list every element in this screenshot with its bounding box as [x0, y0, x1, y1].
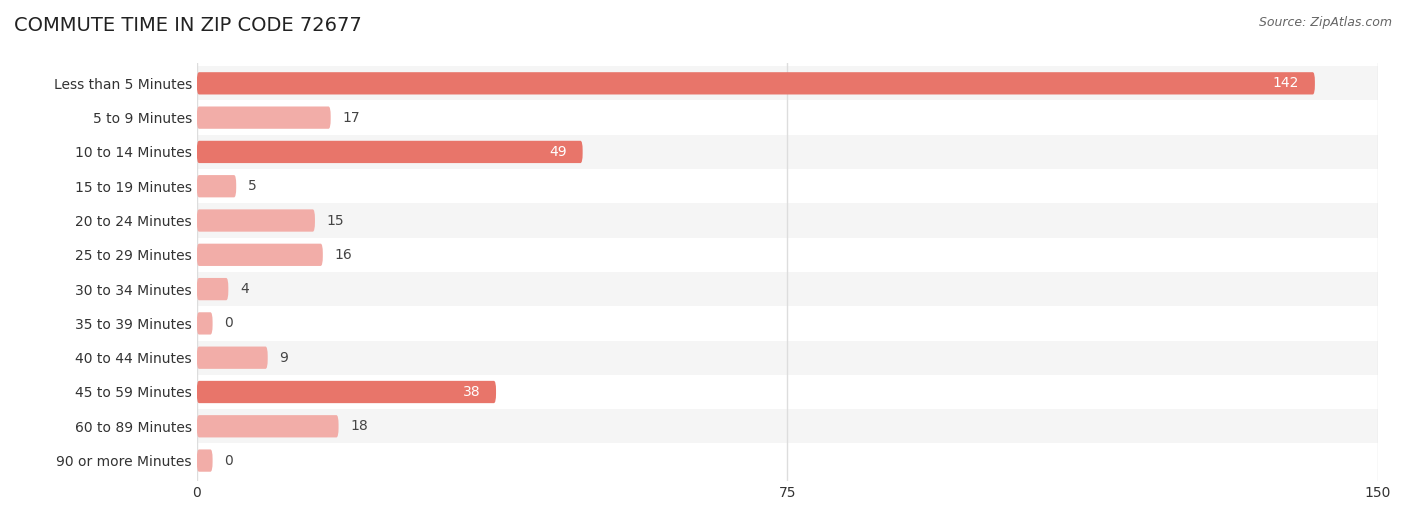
- Text: 49: 49: [550, 145, 567, 159]
- Text: Source: ZipAtlas.com: Source: ZipAtlas.com: [1258, 16, 1392, 29]
- FancyBboxPatch shape: [197, 209, 315, 232]
- Text: 18: 18: [350, 419, 368, 433]
- FancyBboxPatch shape: [197, 312, 212, 335]
- Bar: [197, 409, 1378, 444]
- Text: 17: 17: [343, 111, 360, 124]
- FancyBboxPatch shape: [197, 278, 228, 300]
- Bar: [197, 169, 1378, 203]
- Text: 15: 15: [326, 213, 344, 228]
- Text: 0: 0: [225, 453, 233, 468]
- Bar: [197, 100, 1378, 135]
- FancyBboxPatch shape: [197, 347, 267, 369]
- FancyBboxPatch shape: [197, 449, 212, 472]
- Text: 142: 142: [1272, 76, 1299, 90]
- Bar: [197, 340, 1378, 375]
- Text: COMMUTE TIME IN ZIP CODE 72677: COMMUTE TIME IN ZIP CODE 72677: [14, 16, 361, 35]
- FancyBboxPatch shape: [197, 381, 496, 403]
- FancyBboxPatch shape: [197, 141, 582, 163]
- Bar: [197, 375, 1378, 409]
- FancyBboxPatch shape: [197, 107, 330, 129]
- Text: 16: 16: [335, 248, 353, 262]
- Bar: [197, 444, 1378, 477]
- FancyBboxPatch shape: [197, 415, 339, 437]
- Bar: [197, 306, 1378, 340]
- Text: 38: 38: [463, 385, 481, 399]
- Bar: [197, 66, 1378, 100]
- Bar: [197, 237, 1378, 272]
- FancyBboxPatch shape: [197, 175, 236, 197]
- Text: 9: 9: [280, 351, 288, 365]
- Text: 0: 0: [225, 316, 233, 331]
- Bar: [197, 272, 1378, 306]
- Bar: [197, 203, 1378, 237]
- Text: 4: 4: [240, 282, 249, 296]
- Bar: [197, 135, 1378, 169]
- FancyBboxPatch shape: [197, 244, 323, 266]
- FancyBboxPatch shape: [197, 72, 1315, 95]
- Text: 5: 5: [247, 179, 257, 193]
